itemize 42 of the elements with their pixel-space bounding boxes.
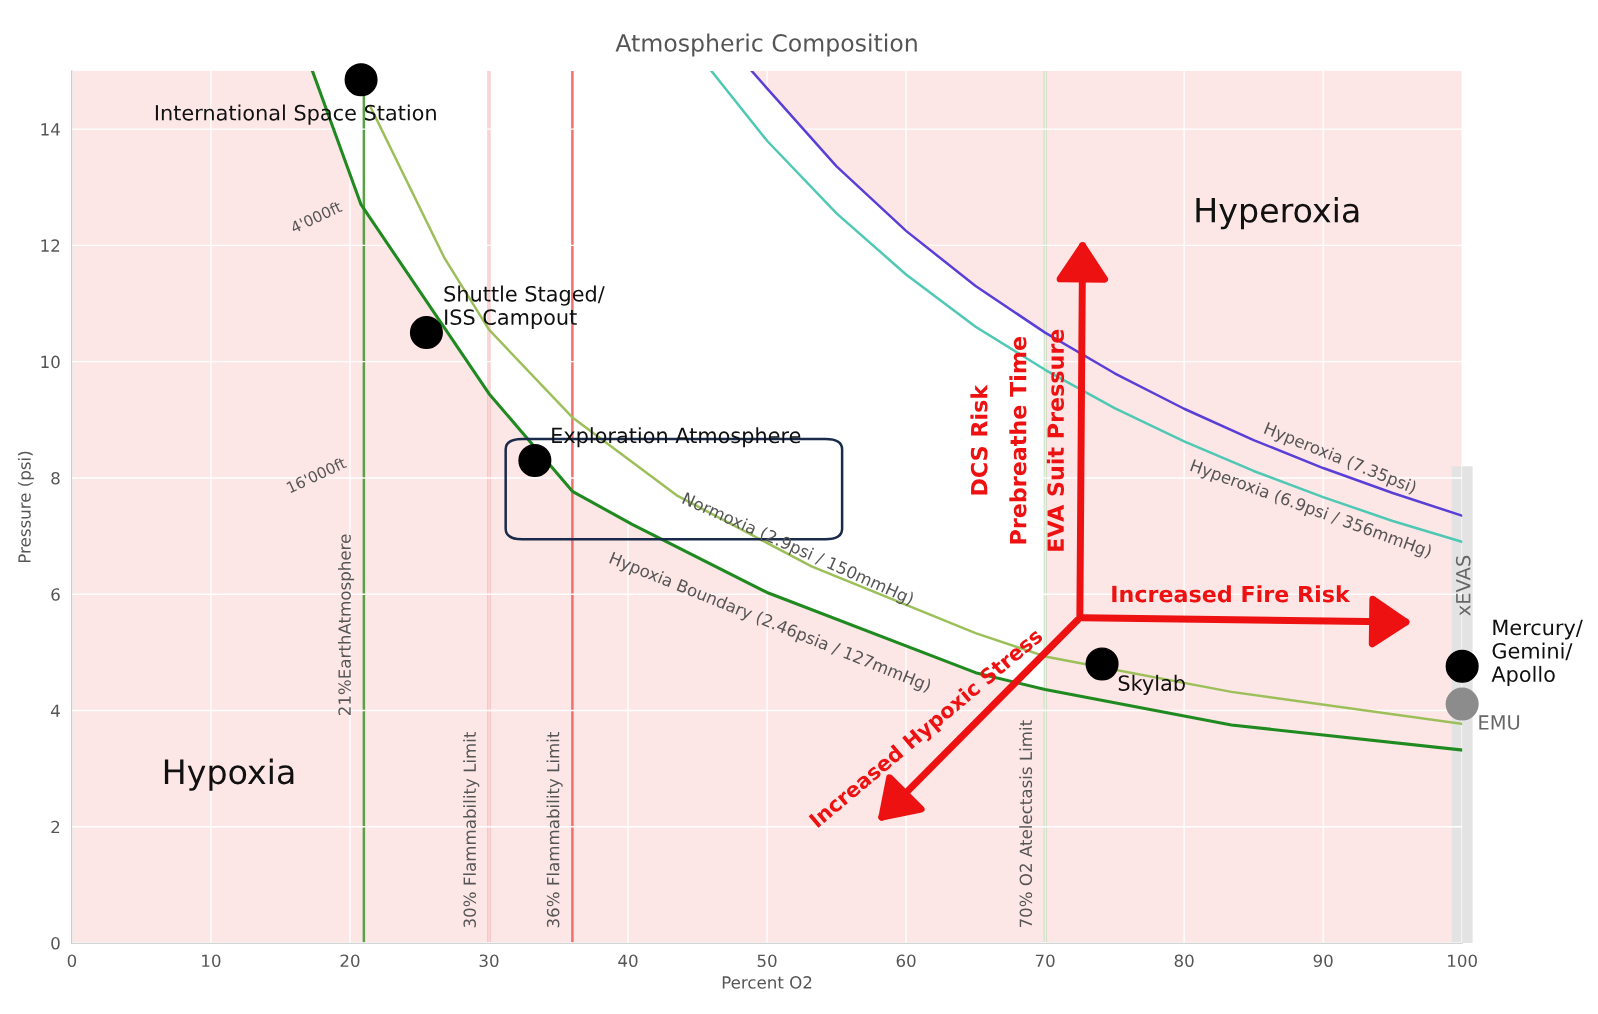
point [1445,687,1479,721]
annotation: EVA Suit Pressure [1046,329,1065,551]
y-tick-label: 4 [51,704,60,717]
x-tick-label: 70 [1035,954,1055,968]
ref-line-label: 30% Flammability Limit [463,731,480,928]
point [409,316,443,350]
y-tick-label: 0 [51,936,60,950]
annotation: DCS Risk [970,384,988,495]
x-tick-label: 10 [202,954,221,968]
annotation: Hypoxia [164,758,294,791]
x-tick-label: 90 [1313,954,1333,968]
ref-line-label: 36% Flammability Limit [546,731,563,928]
y-tick-label: 14 [41,123,60,136]
text: EMU [1479,715,1520,730]
y-axis-title: Pressure (psi) [17,451,35,563]
x-tick-label: 60 [896,954,916,968]
x-axis-title: Percent O2 [722,976,812,989]
y-tick-label: 2 [51,820,60,834]
x-tick-label: 100 [1448,954,1477,968]
x-tick-label: 30 [479,954,499,968]
ref-line-label: 21%EarthAtmosphere [338,534,355,716]
point [344,63,378,97]
point [1085,647,1119,681]
y-tick-label: 6 [51,588,60,601]
point [518,443,552,478]
annotation: Skylab [1118,674,1185,695]
point [1445,649,1479,683]
x-tick-label: 0 [67,954,77,968]
x-tick-label: 50 [757,954,777,968]
y-tick-label: 10 [41,355,60,369]
annotation: xEVAS [1455,555,1471,616]
x-tick-label: 80 [1174,954,1194,968]
annotation: Increased Fire Risk [1112,585,1351,603]
annotation: Prebreathe Time [1009,337,1027,544]
x-tick-label: 40 [618,954,638,968]
annotation: Hyperoxia [1196,196,1359,230]
y-tick-label: 8 [51,471,60,485]
chart-title: Atmospheric Composition [615,33,917,57]
y-tick-label: 12 [41,239,60,252]
text: Mercury/ Gemini/ Apollo [1491,619,1583,687]
x-tick-label: 20 [340,954,360,968]
ref-line-label: 70% O2 Atelectasis Limit [1019,720,1033,928]
